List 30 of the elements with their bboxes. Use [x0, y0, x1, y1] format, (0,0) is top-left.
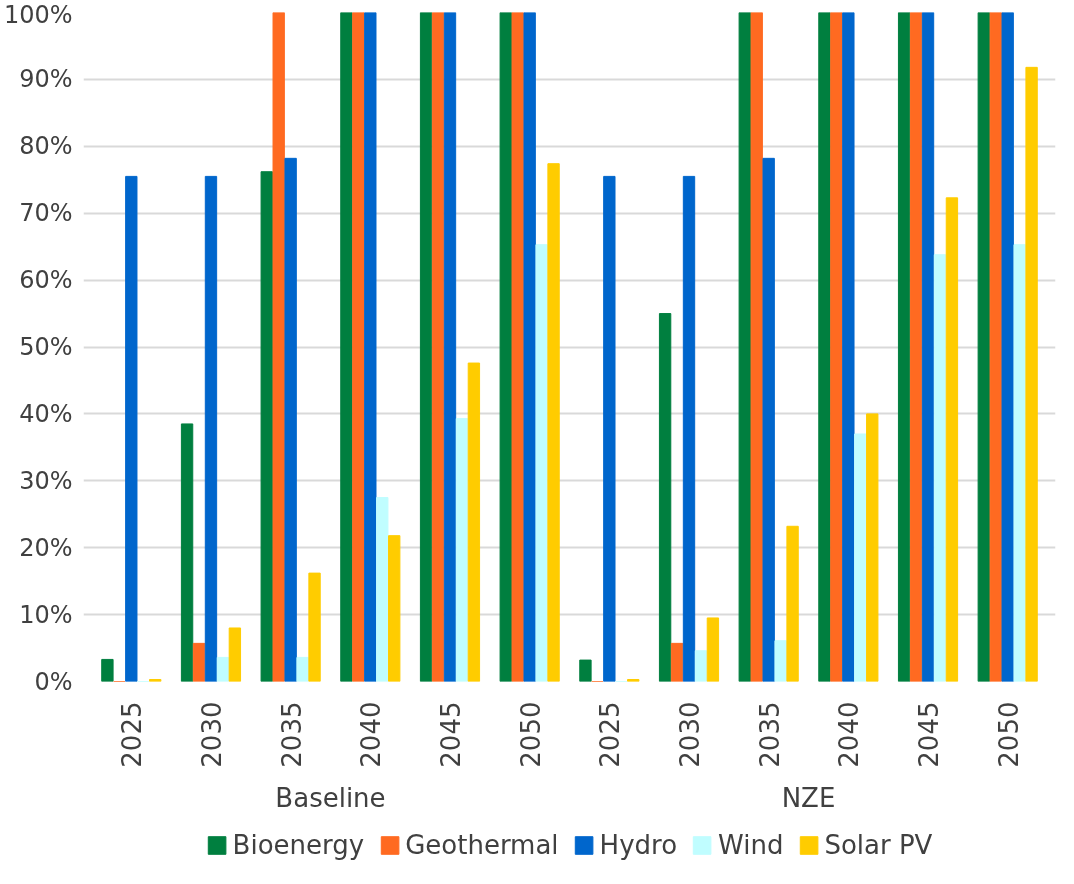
x-tick-label: 2035: [754, 701, 785, 768]
y-tick-label: 40%: [19, 399, 73, 428]
x-tick-label: 2025: [117, 701, 148, 768]
y-tick-label: 80%: [19, 132, 73, 161]
x-tick-label: 2030: [675, 701, 706, 768]
y-tick-label: 70%: [19, 199, 73, 228]
y-tick-label: 0%: [34, 667, 73, 696]
x-tick-label: 2035: [276, 701, 307, 768]
x-tick-label: 2025: [595, 701, 626, 768]
y-tick-label: 100%: [3, 0, 73, 29]
legend-label: Hydro: [599, 830, 678, 860]
y-tick-label: 90%: [19, 65, 73, 94]
y-tick-label: 50%: [19, 333, 73, 361]
x-tick-label: 2050: [515, 701, 546, 768]
legend-label: Solar PV: [824, 830, 933, 860]
y-tick-label: 10%: [19, 600, 73, 629]
legend-label: Wind: [718, 830, 784, 860]
y-tick-label: 60%: [19, 266, 73, 295]
legend-label: Bioenergy: [232, 830, 365, 860]
y-tick-label: 30%: [19, 466, 73, 495]
x-tick-label: 2040: [356, 701, 387, 768]
x-tick-label: 2040: [834, 701, 865, 768]
text: Baseline: [275, 782, 386, 813]
x-tick-label: 2045: [435, 701, 466, 768]
y-tick-label: 20%: [19, 533, 73, 562]
x-tick-label: 2050: [993, 701, 1024, 768]
x-tick-label: 2030: [196, 701, 227, 768]
legend-label: Geothermal: [405, 830, 559, 860]
x-tick-label: 2045: [914, 701, 945, 768]
text: NZE: [781, 782, 836, 813]
